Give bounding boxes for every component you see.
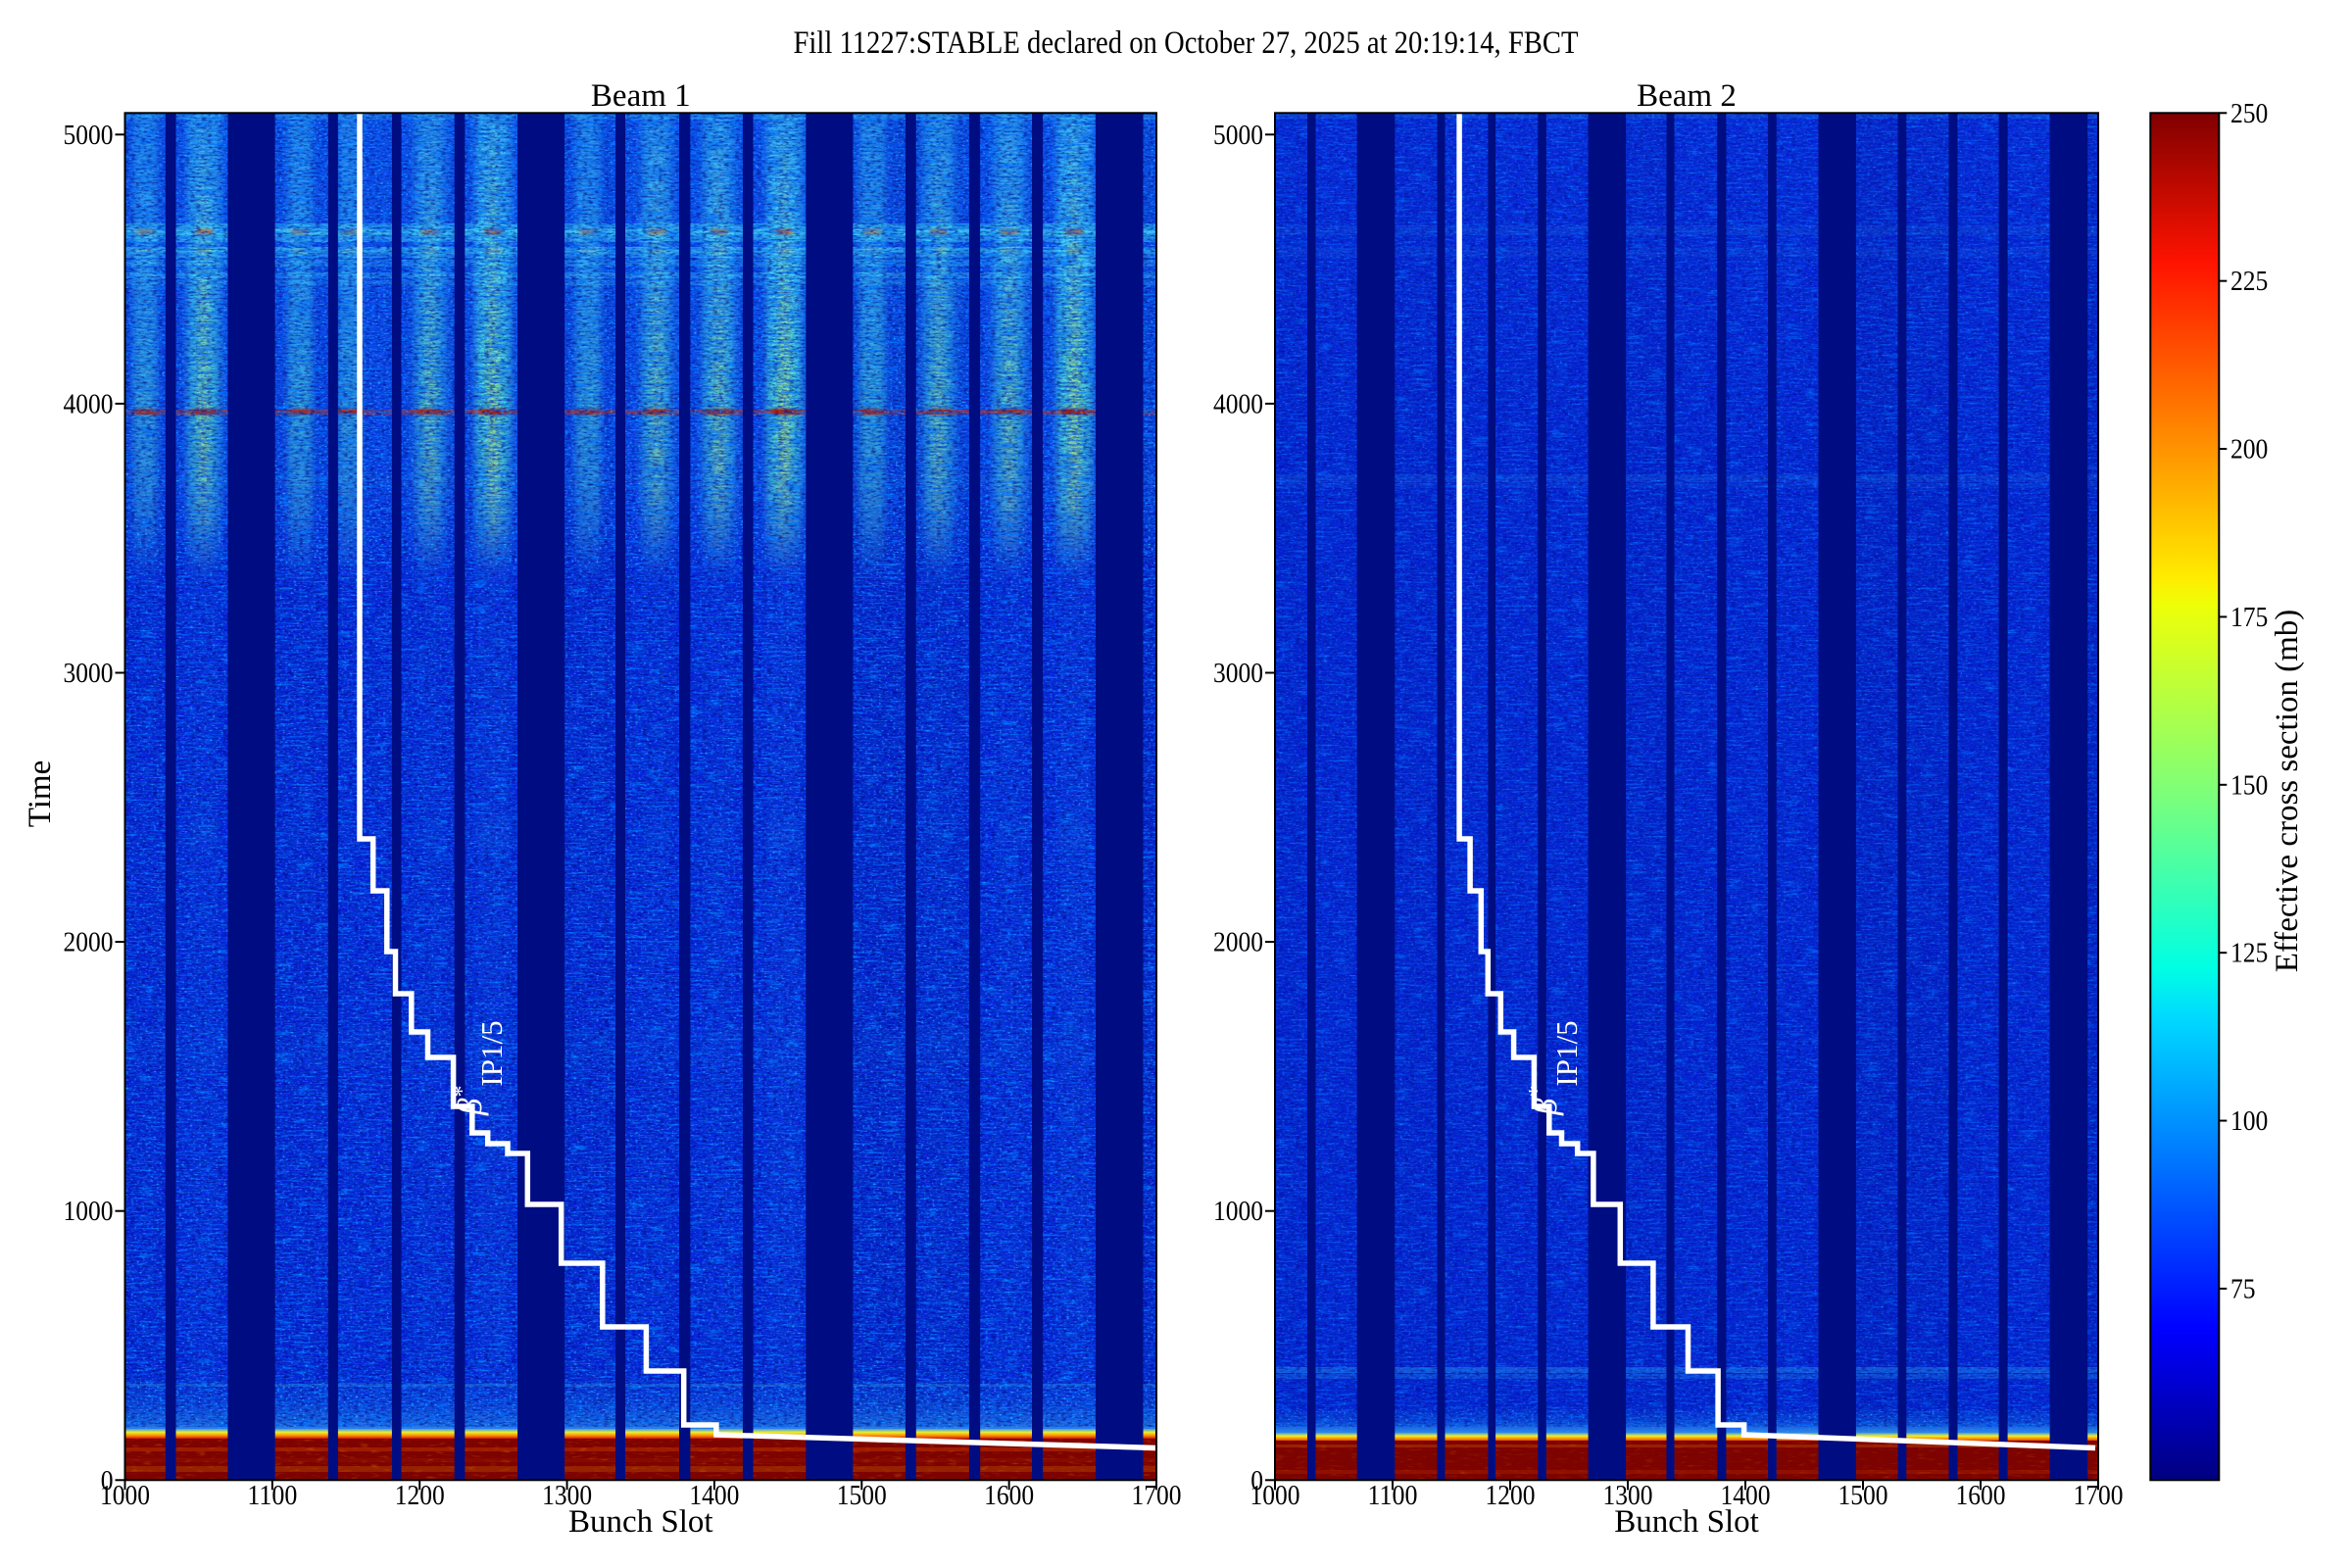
svg-text:1700: 1700 [1132, 1481, 1182, 1511]
svg-text:1500: 1500 [1838, 1481, 1888, 1511]
svg-text:175: 175 [2230, 603, 2268, 633]
svg-text:1700: 1700 [2074, 1481, 2124, 1511]
svg-text:3000: 3000 [1213, 659, 1263, 689]
svg-text:Time: Time [23, 760, 58, 827]
svg-text:1500: 1500 [837, 1481, 887, 1511]
svg-text:Effective cross section (mb): Effective cross section (mb) [2270, 610, 2305, 973]
svg-text:1600: 1600 [1956, 1481, 2006, 1511]
svg-text:1200: 1200 [1486, 1481, 1536, 1511]
svg-text:1400: 1400 [689, 1481, 739, 1511]
svg-text:2000: 2000 [1213, 928, 1263, 958]
svg-text:Fill 11227:STABLE declared on: Fill 11227:STABLE declared on October 27… [794, 25, 1579, 61]
svg-text:75: 75 [2230, 1274, 2256, 1304]
svg-text:1000: 1000 [1213, 1197, 1263, 1227]
svg-text:1200: 1200 [395, 1481, 445, 1511]
svg-text:1600: 1600 [984, 1481, 1034, 1511]
svg-text:1100: 1100 [247, 1481, 297, 1511]
svg-text:2000: 2000 [64, 928, 114, 958]
svg-text:5000: 5000 [64, 121, 114, 151]
svg-text:1400: 1400 [1721, 1481, 1771, 1511]
svg-text:1000: 1000 [100, 1481, 150, 1511]
svg-text:225: 225 [2230, 267, 2268, 297]
svg-text:1000: 1000 [1250, 1481, 1300, 1511]
svg-text:5000: 5000 [1213, 121, 1263, 151]
svg-text:4000: 4000 [64, 389, 114, 419]
svg-text:1300: 1300 [542, 1481, 592, 1511]
svg-text:Beam 1: Beam 1 [591, 78, 691, 114]
svg-text:200: 200 [2230, 435, 2268, 466]
svg-text:100: 100 [2230, 1106, 2268, 1137]
svg-text:125: 125 [2230, 939, 2268, 969]
svg-text:Beam 2: Beam 2 [1637, 78, 1737, 114]
svg-text:1000: 1000 [64, 1197, 114, 1227]
svg-text:250: 250 [2230, 99, 2268, 129]
svg-text:3000: 3000 [64, 659, 114, 689]
svg-text:4000: 4000 [1213, 389, 1263, 419]
svg-text:Bunch Slot: Bunch Slot [1614, 1504, 1759, 1540]
svg-text:1300: 1300 [1603, 1481, 1653, 1511]
svg-text:Bunch Slot: Bunch Slot [568, 1504, 713, 1540]
svg-text:150: 150 [2230, 770, 2268, 801]
svg-text:0: 0 [101, 1466, 114, 1496]
svg-text:0: 0 [1250, 1466, 1263, 1496]
svg-text:1100: 1100 [1368, 1481, 1418, 1511]
